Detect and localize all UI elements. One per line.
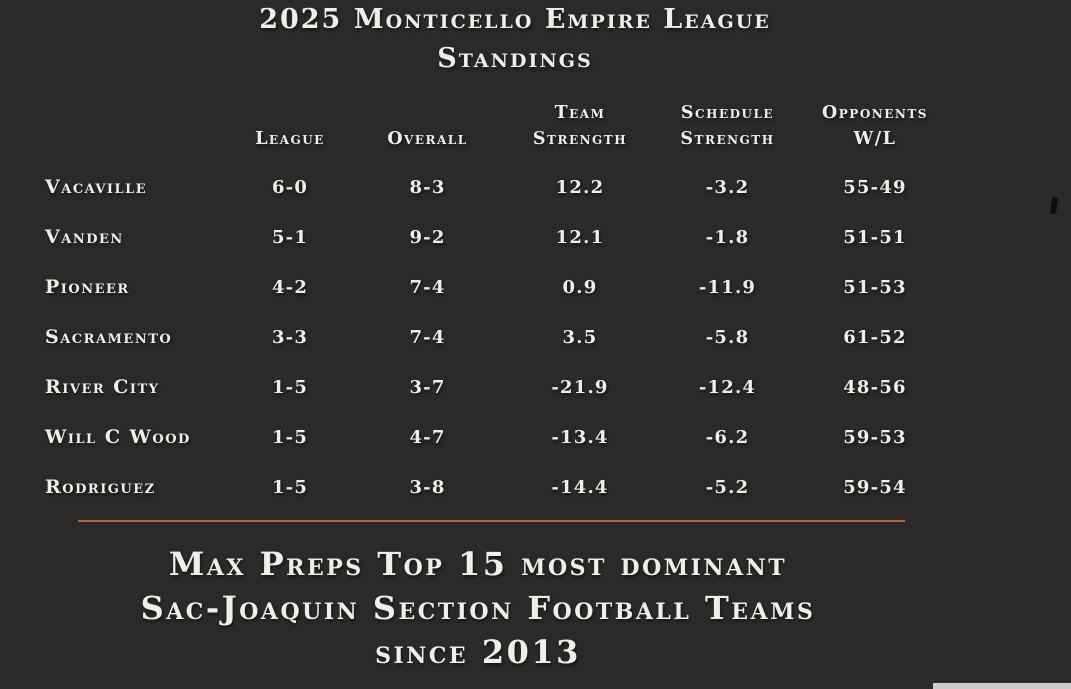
overall-record: 4-7	[409, 426, 446, 448]
opponents-wl-value: 59-53	[843, 426, 907, 448]
team-strength-value: 12.1	[555, 226, 605, 248]
team-strength-value: -21.9	[551, 376, 609, 398]
team-name: Rodriguez	[45, 476, 156, 498]
table-row: Sacramento 3-3 7-4 3.5 -5.8 61-52	[45, 312, 945, 362]
league-record: 1-5	[271, 426, 309, 448]
column-header-schedule-strength-line1: Schedule	[680, 103, 775, 123]
table-row: Pioneer 4-2 7-4 0.9 -11.9 51-53	[45, 262, 945, 312]
opponents-wl-value: 51-51	[843, 226, 907, 248]
schedule-strength-value: -5.8	[705, 326, 750, 348]
team-name: Vanden	[45, 226, 124, 248]
section-divider	[78, 520, 905, 522]
team-name: Sacramento	[45, 326, 173, 348]
team-strength-value: 0.9	[562, 276, 598, 298]
league-record: 3-3	[271, 326, 309, 348]
table-row: River City 1-5 3-7 -21.9 -12.4 48-56	[45, 362, 945, 412]
overall-record: 7-4	[409, 276, 446, 298]
team-strength-value: 12.2	[555, 176, 605, 198]
standings-table: League Overall Team Strength Schedule St…	[45, 96, 945, 512]
column-header-schedule-strength-line2: Strength	[680, 129, 775, 149]
table-row: Will C Wood 1-5 4-7 -13.4 -6.2 59-53	[45, 412, 945, 462]
page-title-line2: Standings	[437, 43, 593, 74]
overall-record: 7-4	[409, 326, 446, 348]
schedule-strength-value: -3.2	[705, 176, 750, 198]
overall-record: 3-8	[409, 476, 446, 498]
footer-caption: Max Preps Top 15 most dominant Sac-Joaqu…	[28, 542, 928, 674]
league-record: 4-2	[271, 276, 309, 298]
opponents-wl-value: 51-53	[843, 276, 907, 298]
league-record: 5-1	[271, 226, 309, 248]
schedule-strength-value: -12.4	[698, 376, 757, 398]
team-name: Vacaville	[45, 176, 148, 198]
league-record: 1-5	[271, 476, 309, 498]
team-strength-value: -13.4	[551, 426, 609, 448]
column-header-opponents-wl-line2: W/L	[853, 129, 897, 149]
column-header-overall-label: Overall	[387, 129, 468, 149]
footer-caption-line2: Sac-Joaquin Section Football Teams	[140, 589, 816, 627]
overall-record: 3-7	[409, 376, 446, 398]
footer-caption-line3: since 2013	[375, 633, 581, 671]
column-header-team-strength: Team Strength	[510, 100, 650, 152]
overall-record: 9-2	[409, 226, 446, 248]
opponents-wl-value: 48-56	[843, 376, 907, 398]
league-record: 6-0	[271, 176, 309, 198]
screen-edge-strip	[933, 683, 1071, 689]
column-header-league: League	[235, 126, 345, 152]
team-strength-value: -14.4	[551, 476, 609, 498]
table-header-row: League Overall Team Strength Schedule St…	[45, 96, 945, 152]
opponents-wl-value: 55-49	[843, 176, 907, 198]
page-title-line1: 2025 Monticello Empire League	[259, 4, 771, 35]
column-header-team-strength-line2: Strength	[532, 129, 628, 149]
schedule-strength-value: -5.2	[705, 476, 750, 498]
schedule-strength-value: -11.9	[698, 276, 757, 298]
overall-record: 8-3	[409, 176, 446, 198]
table-row: Rodriguez 1-5 3-8 -14.4 -5.2 59-54	[45, 462, 945, 512]
page-title: 2025 Monticello Empire League Standings	[35, 0, 995, 78]
schedule-strength-value: -1.8	[705, 226, 750, 248]
table-row: Vanden 5-1 9-2 12.1 -1.8 51-51	[45, 212, 945, 262]
team-name: River City	[45, 376, 160, 398]
column-header-overall: Overall	[345, 126, 510, 152]
schedule-strength-value: -6.2	[705, 426, 750, 448]
league-record: 1-5	[271, 376, 309, 398]
footer-caption-line1: Max Preps Top 15 most dominant	[168, 545, 788, 583]
column-header-league-label: League	[255, 129, 325, 149]
opponents-wl-value: 59-54	[843, 476, 907, 498]
column-header-opponents-wl: Opponents W/L	[805, 100, 945, 152]
column-header-opponents-wl-line1: Opponents	[822, 103, 928, 123]
team-strength-value: 3.5	[562, 326, 598, 348]
team-name: Pioneer	[45, 276, 130, 298]
mouse-cursor	[1049, 196, 1059, 215]
column-header-schedule-strength: Schedule Strength	[650, 100, 805, 152]
team-name: Will C Wood	[45, 426, 191, 448]
column-header-team-strength-line1: Team	[554, 103, 606, 123]
table-row: Vacaville 6-0 8-3 12.2 -3.2 55-49	[45, 162, 945, 212]
opponents-wl-value: 61-52	[843, 326, 907, 348]
